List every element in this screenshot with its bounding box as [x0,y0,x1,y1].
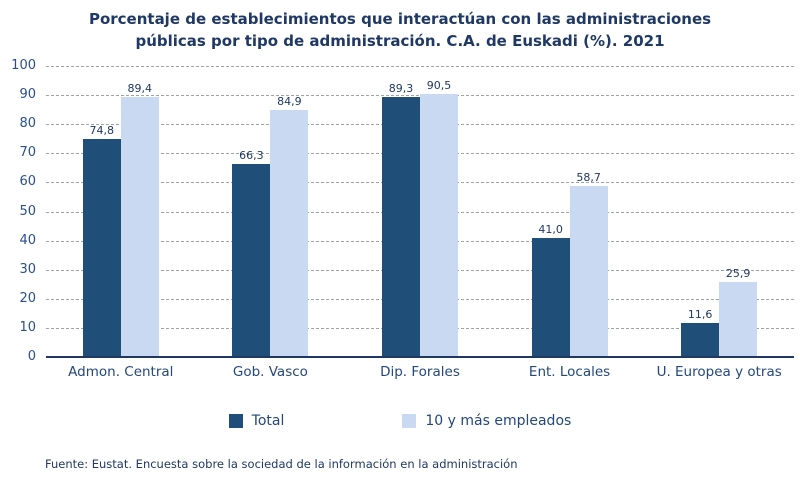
x-axis-category-labels: Admon. Central Gob. Vasco Dip. Forales Ent.… [46,364,794,380]
chart-title-line2: públicas por tipo de administración. C.A… [135,32,665,50]
y-tick-label-50: 50 [19,203,36,219]
x-category-label-0: Admon. Central [68,364,174,380]
legend-item-10plus: 10 y más empleados [402,413,571,429]
x-category-label-1: Gob. Vasco [232,364,308,380]
plot-area: 74,8 89,4 66,3 84,9 89,3 90,5 41,0 58,7 11,6 25,9 [46,66,794,358]
y-tick-label-80: 80 [19,116,36,132]
y-tick-label-20: 20 [19,290,36,306]
bar-value-label: 84,9 [277,94,302,108]
bar-total-3: 41,0 [531,223,570,357]
bar-group-3: 41,0 58,7 [495,66,645,357]
bar-group-1: 66,3 84,9 [196,66,346,357]
y-tick-label-90: 90 [19,87,36,103]
legend-swatch-icon [402,414,417,428]
bar-value-label: 41,0 [538,222,563,236]
legend-item-total: Total [228,413,285,429]
y-tick-label-0: 0 [27,349,36,364]
bar-10plus-2: 90,5 [419,79,458,357]
bar-10plus-3: 58,7 [569,171,608,357]
bar-group-0: 74,8 89,4 [46,66,196,357]
bar-value-label: 74,8 [89,124,115,138]
y-tick-label-30: 30 [19,261,36,277]
bar-group-4: 11,6 25,9 [644,66,794,357]
bar-total-0: 74,8 [82,124,121,357]
chart-title-line1: Porcentaje de establecimientos que inter… [88,10,712,28]
legend-label: Total [251,413,285,429]
bar-group-2: 89,3 90,5 [345,66,495,357]
y-tick-label-10: 10 [19,319,36,335]
bar-total-4: 11,6 [681,308,720,357]
bar-total-2: 89,3 [381,82,420,357]
gridline-100 [46,66,794,67]
bar-10plus-4: 25,9 [719,267,758,357]
bar-value-label: 66,3 [239,149,264,163]
x-category-label-2: Dip. Forales [380,364,460,380]
bar-total-1: 66,3 [232,149,271,357]
y-tick-label-100: 100 [11,58,36,73]
legend-label: 10 y más empleados [425,413,572,429]
bar-value-label: 90,5 [426,78,452,92]
bar-value-label: 89,3 [388,82,414,96]
chart-title: Porcentaje de establecimientos que inter… [0,8,800,52]
bar-10plus-0: 89,4 [120,82,159,357]
x-category-label-4: U. Europea y otras [656,364,782,380]
bar-value-label: 25,9 [725,266,751,280]
legend: Total 10 y más empleados [0,413,800,429]
source-footnote: Fuente: Eustat. Encuesta sobre la socied… [45,457,518,471]
y-tick-label-40: 40 [19,232,36,248]
y-axis-tick-labels: 0 10 20 30 40 50 60 70 80 90 100 [0,58,38,364]
bar-value-label: 58,7 [576,171,601,185]
y-tick-label-70: 70 [19,145,36,161]
bar-series-container: 74,8 89,4 66,3 84,9 89,3 90,5 41,0 58,7 11,6 25,9 [46,66,794,357]
x-axis-line [46,356,794,358]
bar-10plus-1: 84,9 [270,95,309,357]
bar-value-label: 89,4 [127,81,153,95]
x-category-label-3: Ent. Locales [528,364,611,380]
y-tick-label-60: 60 [19,174,36,190]
bar-value-label: 11,6 [687,308,713,322]
legend-swatch-icon [228,414,243,428]
